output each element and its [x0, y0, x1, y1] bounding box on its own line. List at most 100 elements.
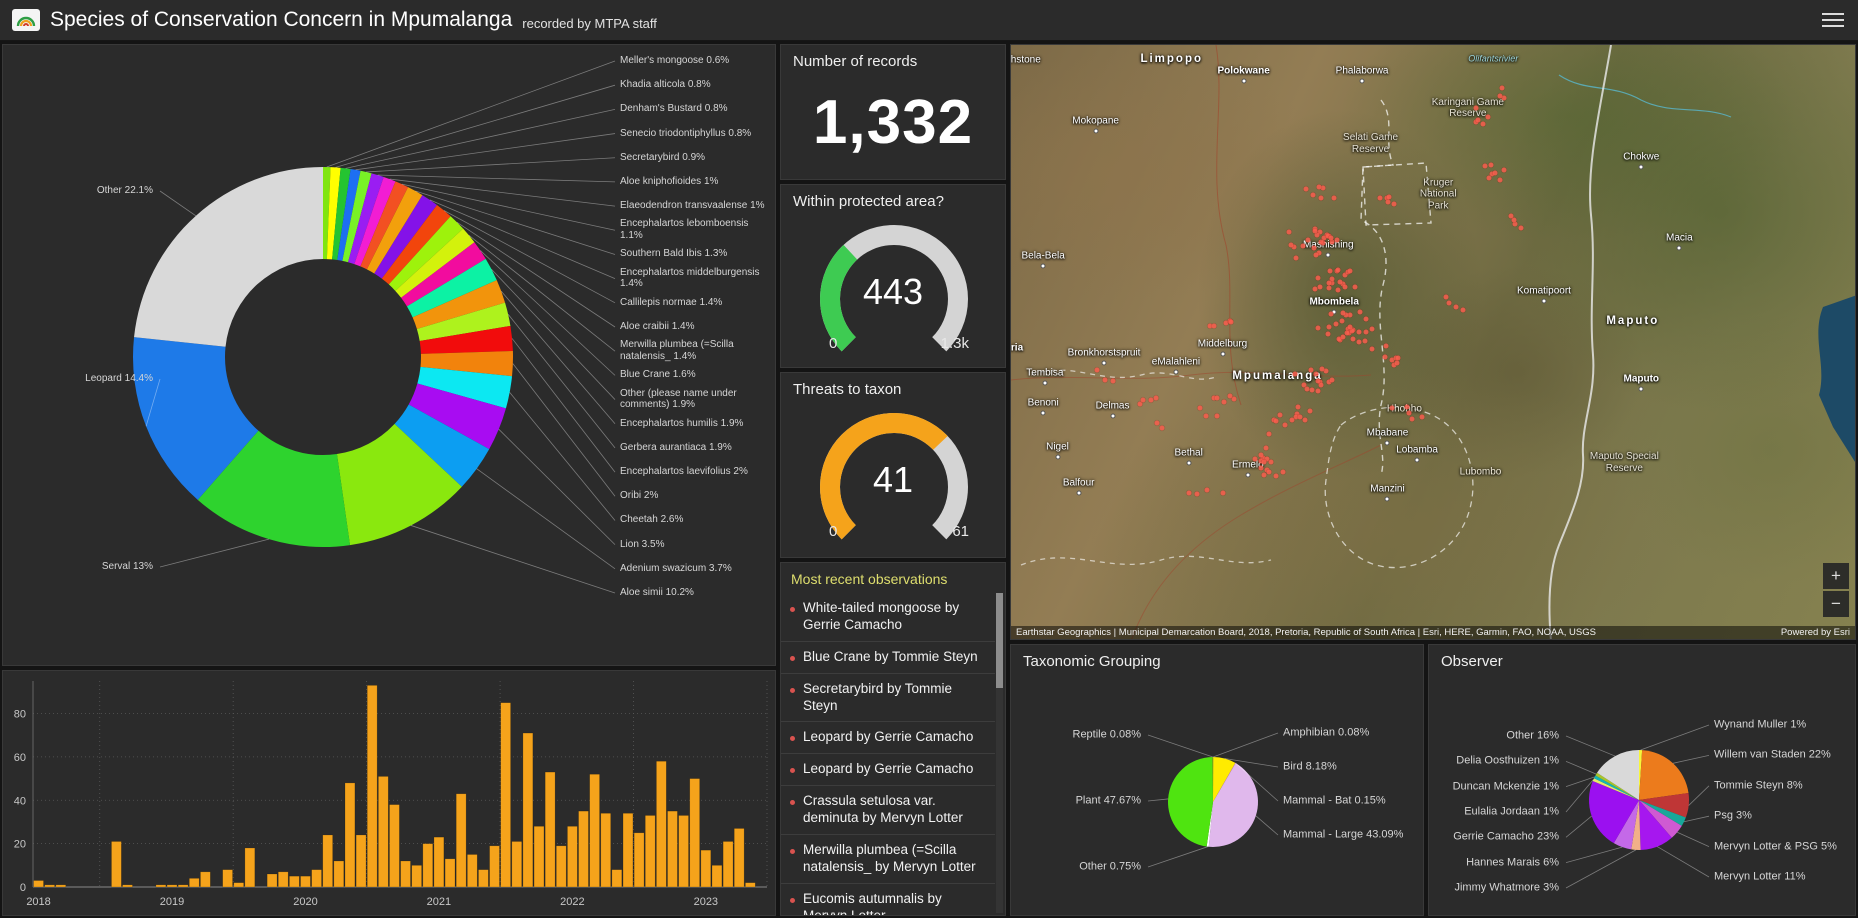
- observation-point[interactable]: [1264, 456, 1270, 462]
- species-donut-slice[interactable]: [342, 170, 372, 263]
- observation-point[interactable]: [1391, 362, 1397, 368]
- observation-point[interactable]: [1409, 416, 1415, 422]
- species-donut-slice[interactable]: [354, 176, 396, 267]
- observation-point[interactable]: [1294, 411, 1300, 417]
- observation-point[interactable]: [1295, 404, 1301, 410]
- timeline-bar[interactable]: [244, 847, 256, 888]
- species-donut-slice[interactable]: [394, 404, 490, 487]
- timeline-bar[interactable]: [155, 884, 167, 888]
- timeline-bar[interactable]: [122, 884, 133, 888]
- observation-point[interactable]: [1214, 413, 1220, 419]
- observation-point[interactable]: [1501, 167, 1507, 173]
- timeline-bar[interactable]: [544, 771, 556, 888]
- observation-point[interactable]: [1334, 237, 1340, 243]
- observation-point[interactable]: [1511, 217, 1517, 223]
- observation-point[interactable]: [1475, 117, 1481, 123]
- observation-point[interactable]: [1316, 184, 1322, 190]
- observer-pie-slice[interactable]: [1597, 750, 1639, 800]
- timeline-bar[interactable]: [478, 869, 489, 888]
- observation-point[interactable]: [1404, 404, 1410, 410]
- observation-point[interactable]: [1460, 307, 1466, 313]
- observation-point[interactable]: [1318, 195, 1324, 201]
- observation-point[interactable]: [1325, 331, 1331, 337]
- observation-point[interactable]: [1329, 276, 1335, 282]
- observation-list-item[interactable]: Blue Crane by Tommie Steyn: [781, 642, 995, 674]
- observation-list-item[interactable]: Secretarybird by Tommie Steyn: [781, 674, 995, 723]
- observation-point[interactable]: [1293, 255, 1299, 261]
- timeline-bar[interactable]: [266, 873, 278, 888]
- observation-point[interactable]: [1313, 371, 1319, 377]
- observation-point[interactable]: [1394, 360, 1400, 366]
- observation-point[interactable]: [1319, 366, 1325, 372]
- observation-point[interactable]: [1337, 279, 1343, 285]
- taxonomic-pie-slice[interactable]: [1168, 757, 1213, 847]
- observation-point[interactable]: [1486, 175, 1492, 181]
- observation-point[interactable]: [1305, 237, 1311, 243]
- observation-point[interactable]: [1252, 456, 1258, 462]
- timeline-bar[interactable]: [411, 865, 422, 888]
- observation-point[interactable]: [1362, 338, 1368, 344]
- species-donut-slice[interactable]: [388, 216, 464, 291]
- timeline-bar[interactable]: [289, 875, 300, 888]
- observation-point[interactable]: [1137, 401, 1143, 407]
- timeline-bar[interactable]: [444, 858, 456, 888]
- observation-point[interactable]: [1154, 420, 1160, 426]
- species-donut-slice[interactable]: [360, 181, 409, 270]
- timeline-bar[interactable]: [366, 685, 378, 888]
- timeline-bar[interactable]: [188, 878, 200, 888]
- observation-point[interactable]: [1356, 329, 1362, 335]
- observation-point[interactable]: [1318, 382, 1324, 388]
- timeline-bar[interactable]: [166, 884, 178, 888]
- timeline-bar[interactable]: [300, 875, 311, 888]
- map-zoom-in-button[interactable]: +: [1823, 563, 1849, 589]
- observation-point[interactable]: [1261, 472, 1267, 478]
- observation-point[interactable]: [1326, 285, 1332, 291]
- observation-point[interactable]: [1211, 395, 1217, 401]
- observation-point[interactable]: [1315, 388, 1321, 394]
- observation-point[interactable]: [1207, 323, 1213, 329]
- observation-point[interactable]: [1186, 490, 1192, 496]
- observation-point[interactable]: [1292, 371, 1298, 377]
- observation-point[interactable]: [1453, 304, 1459, 310]
- observation-point[interactable]: [1310, 192, 1316, 198]
- observation-point[interactable]: [1389, 357, 1395, 362]
- observation-point[interactable]: [1395, 355, 1401, 361]
- observation-point[interactable]: [1333, 321, 1339, 327]
- observation-point[interactable]: [1221, 399, 1227, 405]
- species-donut-slice[interactable]: [420, 351, 513, 377]
- observation-point[interactable]: [1497, 177, 1503, 183]
- timeline-bar[interactable]: [455, 793, 467, 888]
- species-donut-slice[interactable]: [348, 173, 384, 265]
- observation-point[interactable]: [1473, 105, 1479, 111]
- timeline-bar[interactable]: [633, 832, 645, 888]
- observation-point[interactable]: [1258, 458, 1264, 464]
- timeline-bar[interactable]: [433, 836, 445, 888]
- observation-point[interactable]: [1480, 121, 1486, 127]
- species-donut-slice[interactable]: [332, 167, 351, 261]
- observation-point[interactable]: [1344, 330, 1350, 336]
- observation-list-item[interactable]: Eucomis autumnalis by Mervyn Lotter: [781, 884, 995, 915]
- observation-point[interactable]: [1286, 229, 1292, 235]
- observer-pie-slice[interactable]: [1639, 800, 1686, 826]
- timeline-bar[interactable]: [200, 871, 211, 888]
- observation-list-item[interactable]: Merwilla plumbea (=Scilla natalensis_ by…: [781, 835, 995, 884]
- timeline-bar[interactable]: [578, 810, 589, 888]
- species-donut-slice[interactable]: [401, 242, 486, 307]
- observation-point[interactable]: [1273, 473, 1279, 479]
- observation-list-item[interactable]: Leopard by Gerrie Camacho: [781, 722, 995, 755]
- observation-point[interactable]: [1223, 320, 1229, 326]
- timeline-bar[interactable]: [467, 854, 478, 888]
- observation-point[interactable]: [1340, 281, 1346, 287]
- timeline-bar[interactable]: [233, 882, 245, 888]
- timeline-bar[interactable]: [700, 849, 712, 888]
- observation-point[interactable]: [1326, 324, 1332, 330]
- observation-point[interactable]: [1311, 245, 1317, 251]
- observation-point[interactable]: [1406, 410, 1412, 416]
- observation-point[interactable]: [1214, 395, 1220, 401]
- timeline-bar[interactable]: [422, 843, 434, 888]
- observation-point[interactable]: [1297, 414, 1303, 420]
- observation-point[interactable]: [1326, 280, 1332, 286]
- observation-point[interactable]: [1280, 469, 1286, 475]
- observation-point[interactable]: [1304, 386, 1310, 392]
- observation-point[interactable]: [1268, 459, 1273, 465]
